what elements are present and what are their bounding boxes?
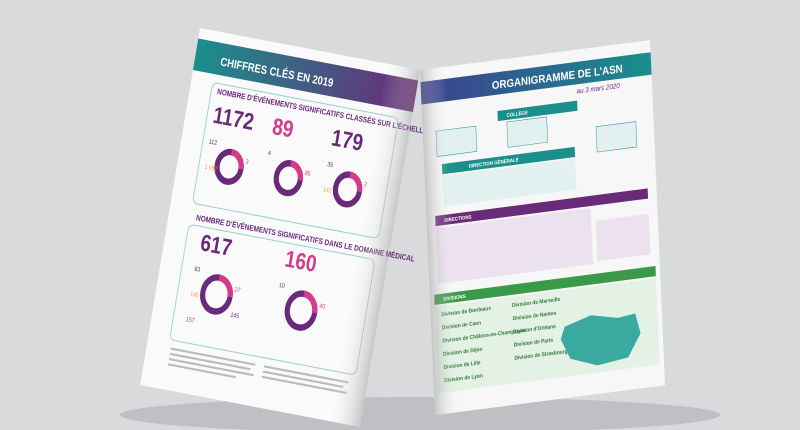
box	[435, 208, 594, 285]
donut-slice	[230, 148, 244, 170]
donut-slice	[303, 290, 318, 314]
stat-detail: 145	[190, 292, 200, 300]
box	[434, 266, 656, 305]
stat-detail: 10	[278, 283, 285, 291]
box	[595, 121, 638, 153]
stat-detail: 145	[230, 312, 240, 320]
division: Division de Dijon	[443, 346, 483, 357]
box	[442, 159, 577, 207]
box	[441, 146, 576, 175]
division: Division de Lyon	[444, 373, 483, 384]
donut-slice	[218, 274, 233, 298]
shadow	[120, 397, 720, 430]
division: Division de Paris	[514, 337, 554, 348]
box	[435, 188, 649, 227]
stat-detail: 1 057	[204, 164, 218, 173]
stat-number: 160	[283, 246, 318, 278]
stat-detail: 40	[319, 303, 326, 311]
donut	[332, 171, 363, 208]
title-band	[420, 52, 652, 105]
map	[560, 313, 641, 366]
left-page: CHIFFRES CLÉS EN 2019 NOMBRE D'ÉVÉNEMENT…	[140, 28, 445, 427]
stat-detail: 4	[267, 150, 272, 157]
title-band	[192, 38, 419, 112]
stat-number: 179	[330, 124, 366, 156]
stat-detail: 157	[185, 317, 195, 325]
stat-detail: 2	[363, 182, 367, 189]
division: Division d'Orléans	[513, 324, 556, 336]
stat-detail: 3	[245, 159, 249, 166]
stat-detail: 27	[234, 287, 241, 295]
box-label: DIRECTIONS	[444, 214, 471, 224]
stat-number: 617	[199, 229, 234, 261]
box	[595, 213, 651, 262]
stat-detail: 112	[208, 139, 217, 147]
donut-slice	[349, 171, 363, 193]
box-label: COLLÈGE	[506, 108, 528, 119]
division: Division de Lille	[443, 360, 480, 371]
body-text	[167, 347, 349, 395]
donut-slice	[290, 160, 304, 181]
box	[434, 278, 660, 394]
right-page: ORGANIGRAMME DE L'ASN au 3 mars 2020 COL…	[420, 40, 666, 416]
stat-detail: 85	[304, 170, 311, 178]
spine-shade	[420, 66, 462, 416]
stat-detail: 83	[194, 266, 201, 274]
stat-detail: 142	[322, 187, 332, 195]
box	[506, 116, 548, 148]
spine-shade	[326, 63, 420, 427]
stat-detail: 35	[327, 162, 334, 170]
division: Division de Caen	[442, 320, 481, 331]
box	[497, 100, 578, 122]
stat-number: 89	[270, 113, 295, 143]
